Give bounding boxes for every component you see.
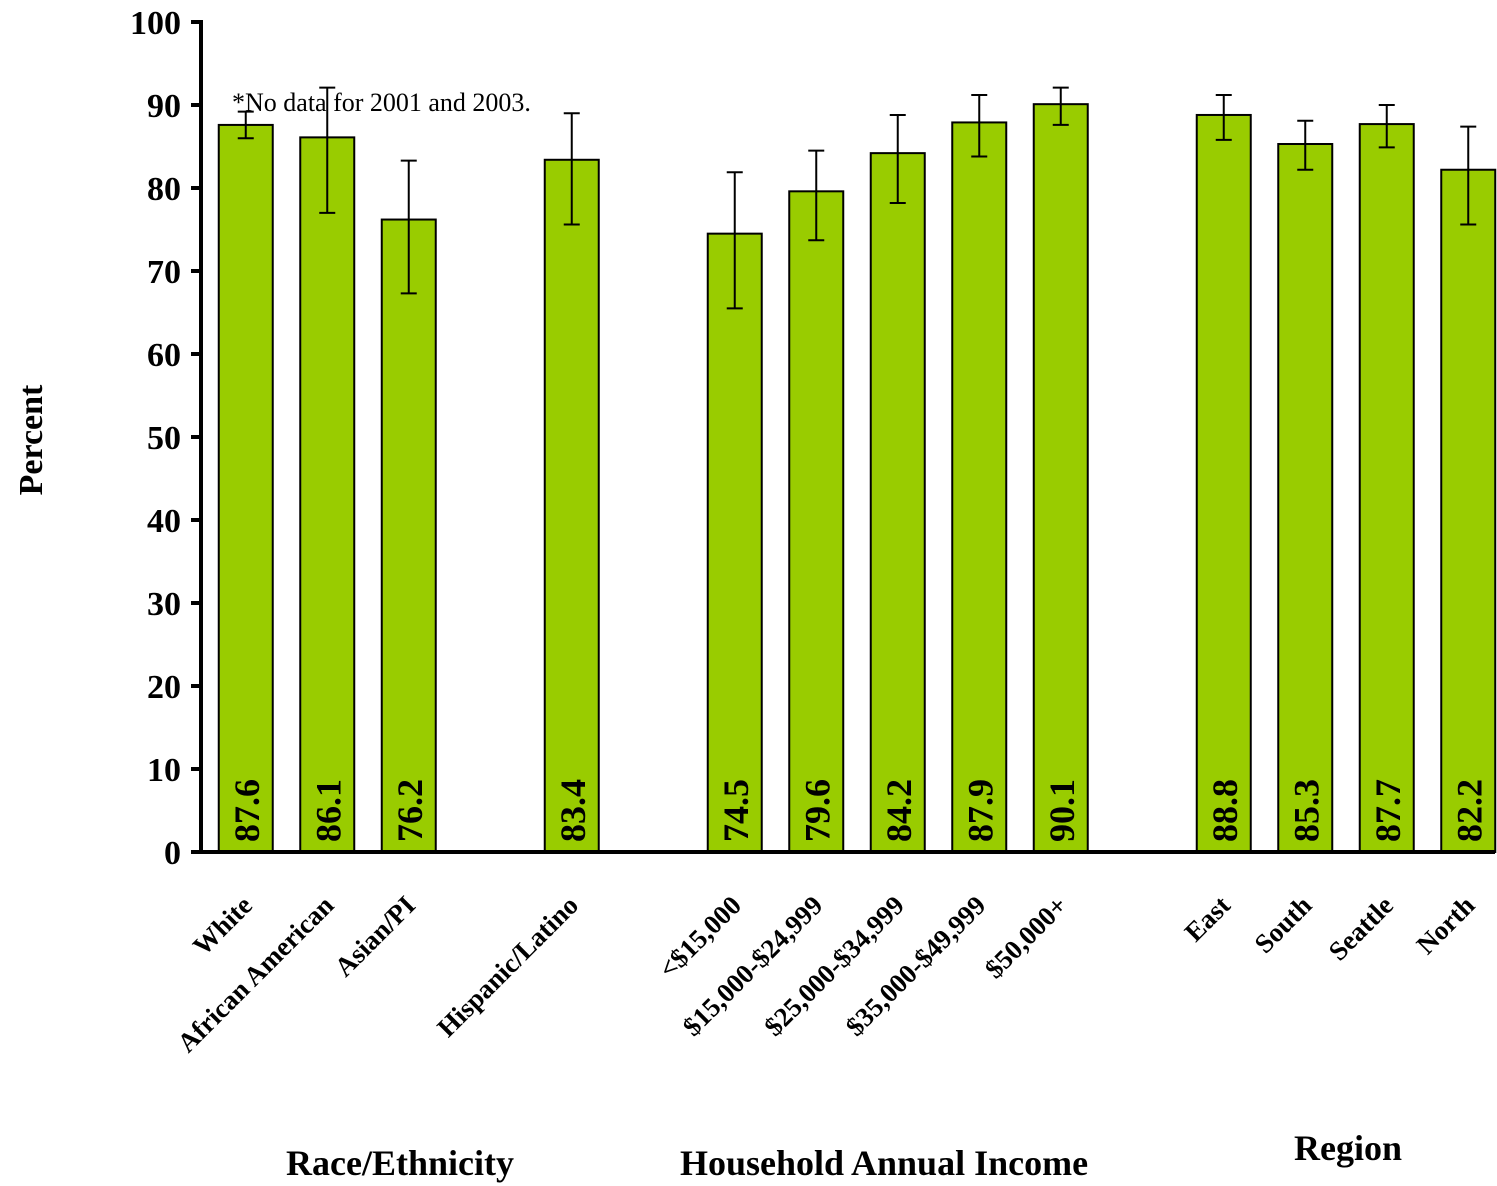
- bar: [1195, 113, 1252, 853]
- bar: [869, 152, 926, 853]
- category-label: $15,000-$24,999: [677, 890, 829, 1042]
- y-tick-label: 0: [164, 835, 181, 872]
- category-label: East: [1179, 890, 1236, 947]
- bar-value-label: 88.8: [1205, 779, 1245, 842]
- y-tick-label: 60: [147, 337, 181, 374]
- bar: [788, 190, 845, 853]
- bars: [217, 86, 1497, 854]
- bar: [1032, 103, 1089, 854]
- bar: [1277, 143, 1334, 853]
- y-tick-label: 10: [147, 752, 181, 789]
- category-label: North: [1410, 890, 1480, 960]
- category-label: $25,000-$34,999: [758, 890, 910, 1042]
- bar: [543, 158, 600, 853]
- category-label: Hispanic/Latino: [431, 890, 584, 1043]
- group-label: Race/Ethnicity: [286, 1143, 514, 1183]
- category-label: Seattle: [1323, 890, 1399, 966]
- category-label: White: [187, 890, 258, 961]
- category-label: $50,000+: [979, 890, 1073, 984]
- bar-value-label: 76.2: [390, 779, 430, 842]
- category-label: $35,000-$49,999: [840, 890, 992, 1042]
- y-tick-label: 90: [147, 88, 181, 125]
- bar: [217, 123, 274, 854]
- bar-value-label: 87.6: [227, 779, 267, 842]
- bar-value-label: 82.2: [1449, 779, 1489, 842]
- group-label: Household Annual Income: [680, 1143, 1088, 1183]
- y-tick-label: 20: [147, 669, 181, 706]
- y-tick-label: 80: [147, 171, 181, 208]
- bar: [1358, 123, 1415, 853]
- bar-value-label: 86.1: [308, 779, 348, 842]
- category-label: African American: [171, 890, 339, 1058]
- bar: [299, 136, 356, 853]
- category-label: South: [1249, 890, 1318, 959]
- labels: 87.6 White 86.1 African American 76.2 Asian/P…: [171, 779, 1489, 1183]
- bar-value-label: 87.9: [960, 779, 1000, 842]
- y-tick-label: 40: [147, 503, 181, 540]
- y-tick-label: 70: [147, 254, 181, 291]
- chart-note: *No data for 2001 and 2003.: [232, 88, 531, 117]
- y-tick-label: 30: [147, 586, 181, 623]
- bar: [706, 232, 763, 853]
- bar-value-label: 79.6: [797, 779, 837, 842]
- bar: [951, 121, 1008, 854]
- y-axis-label: Percent: [13, 384, 50, 495]
- bar-value-label: 90.1: [1042, 779, 1082, 842]
- bar-value-label: 87.7: [1368, 779, 1408, 842]
- bar-value-label: 83.4: [553, 779, 593, 842]
- category-label: Asian/PI: [329, 890, 421, 982]
- axes: [199, 20, 1495, 854]
- bar-value-label: 84.2: [879, 779, 919, 842]
- bar-value-label: 74.5: [716, 779, 756, 842]
- group-label: Region: [1294, 1128, 1402, 1168]
- bar: [1440, 168, 1497, 854]
- bar: [380, 218, 437, 854]
- y-tick-label: 100: [130, 5, 181, 42]
- y-axis-ticks: 0 10 20 30 40 50 60 70 80 90 100: [130, 5, 201, 872]
- y-tick-label: 50: [147, 420, 181, 457]
- bar-value-label: 85.3: [1286, 779, 1326, 842]
